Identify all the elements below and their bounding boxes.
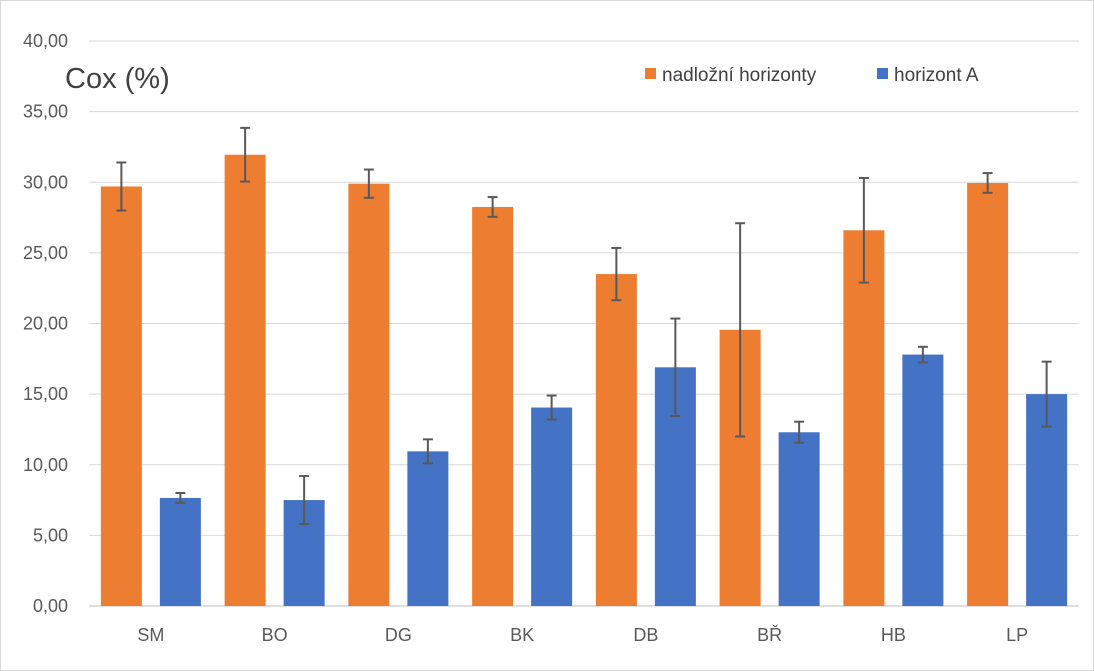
x-tick-label-HB: HB (881, 625, 906, 645)
bar-horizont-a-HB (902, 354, 944, 606)
y-tick-label: 15,00 (23, 384, 68, 404)
y-tick-label: 25,00 (23, 243, 68, 263)
error-bar-nadlozni-LP (982, 172, 993, 194)
bar-horizont-a-LP (1026, 394, 1068, 606)
bar-nadlozni-DB (595, 274, 637, 606)
error-bar-nadlozni-SM (116, 161, 127, 212)
y-tick-label: 5,00 (33, 525, 68, 545)
bar-horizont-a-BŘ (778, 432, 820, 606)
bar-nadlozni-HB (843, 230, 885, 606)
x-tick-label-DG: DG (385, 625, 412, 645)
x-tick-label-BK: BK (510, 625, 534, 645)
bars (100, 154, 1068, 607)
error-bar-horizont-a-SM (175, 492, 186, 504)
bar-nadlozni-DG (348, 183, 390, 606)
x-tick-label-BO: BO (262, 625, 288, 645)
error-bar-horizont-a-DB (670, 317, 681, 418)
bar-horizont-a-BK (531, 407, 573, 606)
legend-label-series-1: nadložní horizonty (662, 65, 817, 86)
x-tick-label-SM: SM (137, 625, 164, 645)
error-bars (116, 126, 1052, 526)
error-bar-nadlozni-BŘ (735, 222, 746, 438)
legend-swatch-series-2 (877, 68, 888, 79)
error-bar-horizont-a-LP (1041, 360, 1052, 428)
x-tick-label-LP: LP (1006, 625, 1028, 645)
y-tick-labels: 0,00 5,00 10,00 15,00 20,00 25,00 30,00 35,00 40… (23, 31, 68, 616)
bar-nadlozni-SM (100, 186, 142, 607)
error-bar-horizont-a-BO (299, 475, 310, 526)
x-tick-label-BŘ: BŘ (757, 625, 782, 645)
bar-horizont-a-DG (407, 451, 449, 606)
error-bar-horizont-a-HB (917, 345, 928, 364)
y-tick-label: 0,00 (33, 596, 68, 616)
bar-nadlozni-LP (967, 182, 1009, 607)
error-bar-nadlozni-DG (363, 168, 374, 199)
y-tick-label: 35,00 (23, 102, 68, 122)
error-bar-nadlozni-BK (487, 196, 498, 218)
error-bar-horizont-a-DG (422, 438, 433, 465)
x-tick-label-DB: DB (633, 625, 658, 645)
bar-horizont-a-SM (159, 497, 201, 606)
error-bar-nadlozni-BO (240, 126, 251, 183)
y-tick-label: 40,00 (23, 31, 68, 51)
legend-label-series-2: horizont A (894, 65, 979, 86)
y-tick-label: 30,00 (23, 172, 68, 192)
error-bar-horizont-a-BŘ (794, 420, 805, 444)
legend-swatch-series-1 (645, 68, 656, 79)
x-tick-labels: SM BO DG BK DB BŘ HB LP (137, 625, 1028, 645)
y-tick-label: 10,00 (23, 455, 68, 475)
bar-nadlozni-BK (472, 206, 514, 606)
y-tick-label: 20,00 (23, 314, 68, 334)
bar-nadlozni-BO (224, 154, 266, 607)
y-axis-label: Cox (%) (65, 63, 170, 95)
error-bar-nadlozni-DB (611, 246, 622, 302)
error-bar-horizont-a-BK (546, 394, 557, 421)
error-bar-nadlozni-HB (858, 177, 869, 284)
legend: nadložní horizonty horizont A (645, 65, 979, 86)
